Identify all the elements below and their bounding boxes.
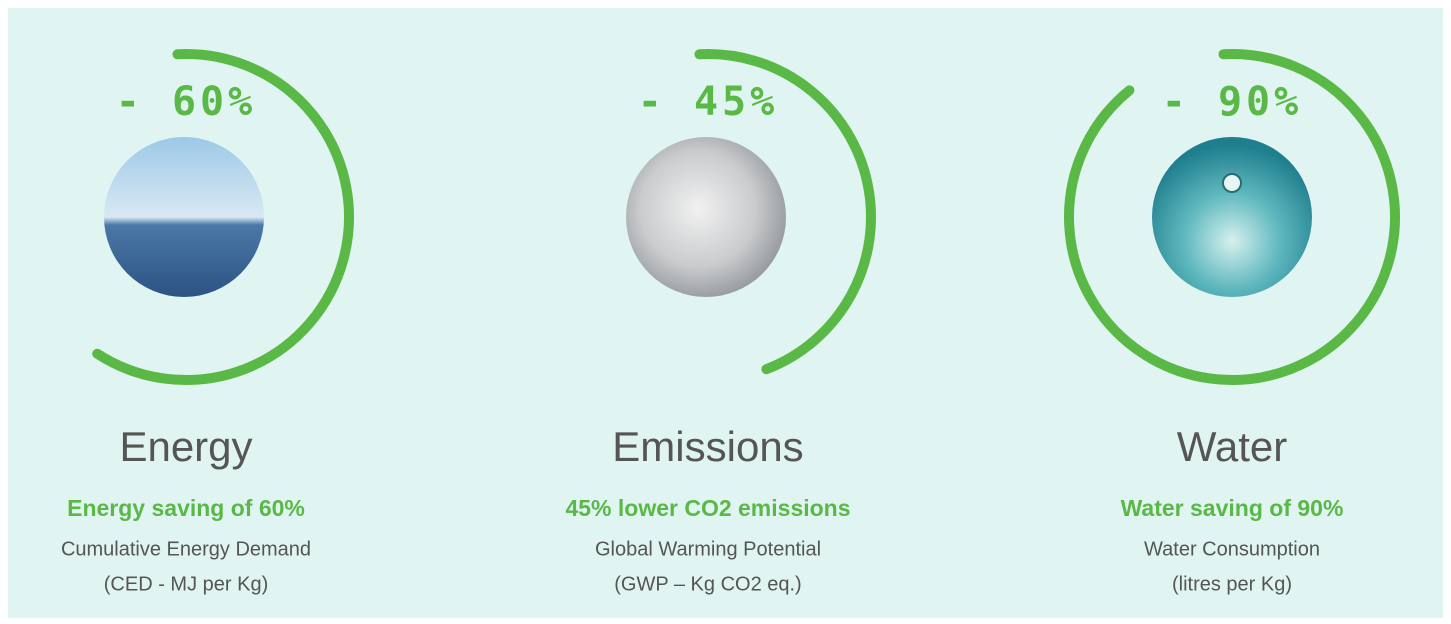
item-title: Water — [1177, 423, 1287, 470]
water-image — [1152, 137, 1312, 297]
item-line: (GWP – Kg CO2 eq.) — [614, 573, 801, 595]
item-line: Water Consumption — [1144, 538, 1320, 560]
item-line: Global Warming Potential — [595, 538, 821, 560]
water-drop — [1223, 174, 1241, 192]
item-title: Energy — [119, 423, 252, 470]
page: - 60% Energy Energy saving of 60% Cumulativ… — [0, 0, 1451, 624]
item-line: Cumulative Energy Demand — [61, 538, 311, 560]
item-line: (CED - MJ per Kg) — [104, 573, 268, 595]
infographic: - 60% Energy Energy saving of 60% Cumulativ… — [0, 0, 1451, 624]
emissions-image — [626, 137, 786, 297]
item-subtitle: Water saving of 90% — [1121, 495, 1344, 521]
item-subtitle: Energy saving of 60% — [67, 495, 305, 521]
percent-label: - 90% — [1162, 79, 1302, 125]
item-line: (litres per Kg) — [1172, 573, 1292, 595]
item-subtitle: 45% lower CO2 emissions — [565, 495, 850, 521]
item-title: Emissions — [612, 423, 803, 470]
percent-label: - 60% — [116, 79, 256, 125]
percent-label: - 45% — [638, 79, 778, 125]
energy-image — [104, 137, 264, 297]
